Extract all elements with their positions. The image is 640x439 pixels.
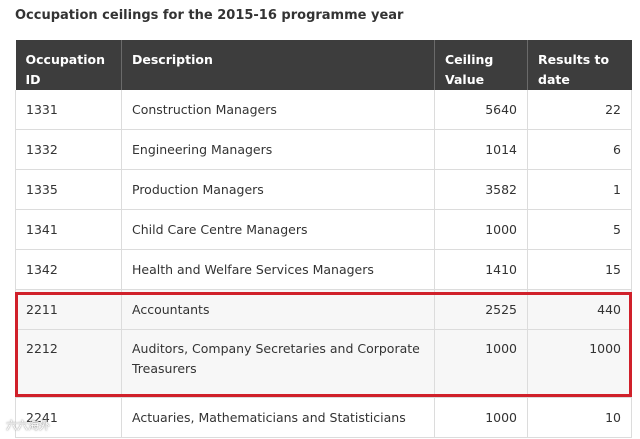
cell-results-to-date: 10 <box>527 397 632 438</box>
cell-occupation-id: 1341 <box>15 209 122 250</box>
cell-description: Auditors, Company Secretaries and Corpor… <box>121 329 435 398</box>
table-row: 1342 Health and Welfare Services Manager… <box>15 249 632 290</box>
cell-description: Construction Managers <box>121 90 435 130</box>
cell-occupation-id: 1335 <box>15 169 122 210</box>
cell-occupation-id: 1332 <box>15 129 122 170</box>
cell-results-to-date: 1 <box>527 169 632 210</box>
cell-description: Health and Welfare Services Managers <box>121 249 435 290</box>
column-header-results-to-date: Results to date <box>527 40 632 90</box>
table-header-row: Occupation ID Description Ceiling Value … <box>15 40 632 90</box>
cell-ceiling-value: 3582 <box>434 169 528 210</box>
cell-ceiling-value: 1000 <box>434 209 528 250</box>
cell-ceiling-value: 2525 <box>434 289 528 330</box>
watermark-logo: 六六海外 <box>6 419 50 432</box>
column-header-occupation-id: Occupation ID <box>15 40 122 90</box>
table-row: 1331 Construction Managers 5640 22 <box>15 90 632 130</box>
cell-results-to-date: 440 <box>527 289 632 330</box>
cell-ceiling-value: 1000 <box>434 397 528 438</box>
page-title: Occupation ceilings for the 2015-16 prog… <box>15 8 404 23</box>
cell-results-to-date: 15 <box>527 249 632 290</box>
cell-results-to-date: 1000 <box>527 329 632 398</box>
cell-occupation-id: 2212 <box>15 329 122 398</box>
table-row: 2241 Actuaries, Mathematicians and Stati… <box>15 397 632 438</box>
table-row: 1341 Child Care Centre Managers 1000 5 <box>15 209 632 250</box>
cell-ceiling-value: 1410 <box>434 249 528 290</box>
cell-description: Accountants <box>121 289 435 330</box>
cell-description: Actuaries, Mathematicians and Statistici… <box>121 397 435 438</box>
occupation-ceilings-table: Occupation ID Description Ceiling Value … <box>15 40 632 438</box>
column-header-ceiling-value: Ceiling Value <box>434 40 528 90</box>
cell-description: Production Managers <box>121 169 435 210</box>
cell-occupation-id: 1342 <box>15 249 122 290</box>
table-row: 2211 Accountants 2525 440 <box>15 289 632 330</box>
cell-ceiling-value: 1014 <box>434 129 528 170</box>
cell-occupation-id: 1331 <box>15 90 122 130</box>
cell-description: Engineering Managers <box>121 129 435 170</box>
cell-results-to-date: 5 <box>527 209 632 250</box>
cell-occupation-id: 2241 <box>15 397 122 438</box>
cell-description: Child Care Centre Managers <box>121 209 435 250</box>
cell-ceiling-value: 5640 <box>434 90 528 130</box>
table-row: 2212 Auditors, Company Secretaries and C… <box>15 329 632 398</box>
column-header-description: Description <box>121 40 435 90</box>
cell-ceiling-value: 1000 <box>434 329 528 398</box>
cell-results-to-date: 22 <box>527 90 632 130</box>
table-row: 1332 Engineering Managers 1014 6 <box>15 129 632 170</box>
cell-results-to-date: 6 <box>527 129 632 170</box>
cell-occupation-id: 2211 <box>15 289 122 330</box>
table-row: 1335 Production Managers 3582 1 <box>15 169 632 210</box>
